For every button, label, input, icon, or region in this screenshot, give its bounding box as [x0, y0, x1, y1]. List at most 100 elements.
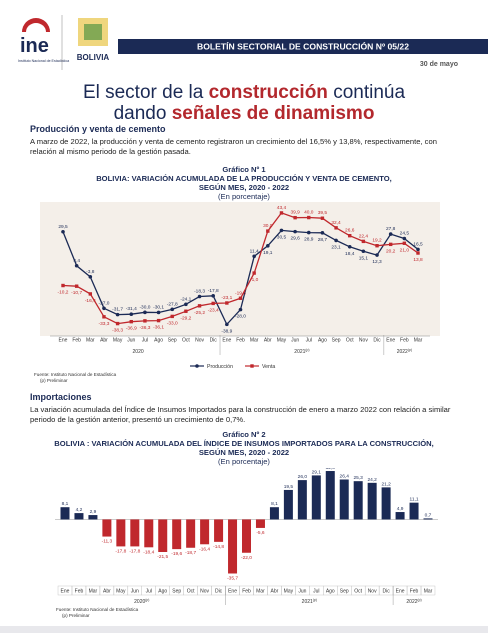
bar: [88, 515, 98, 520]
value-label: 21,2: [381, 481, 391, 487]
chart: 29,5 4,4 -3,8 -27,0-31,7 -31,4 -30,0 -30,1-27,…: [40, 202, 440, 370]
point: [74, 284, 79, 288]
point: [306, 230, 311, 235]
value-label: -22,0: [241, 555, 252, 561]
value-label: 25,3: [354, 475, 364, 481]
chart: 8,14,2 2,9-11,3-17,8 -17,8 -18,4-21,5-19,6-…: [55, 468, 438, 605]
year: 2021: [302, 599, 313, 605]
value-label: 32,0: [326, 468, 336, 471]
value-label: -30,1: [153, 304, 164, 310]
paragraph: A marzo de 2022, la producción y venta d…: [30, 137, 437, 156]
x-tick-label: Abr: [264, 338, 272, 344]
point: [184, 309, 188, 313]
value-label: -30,0: [139, 304, 150, 310]
value-label: -3,8: [86, 269, 95, 275]
year-note: (p): [418, 598, 422, 602]
x-tick-label: Ene: [228, 589, 237, 595]
x-tick-label: Oct: [187, 589, 195, 595]
chart-heading: Gráfico Nº 2 BOLIVIA : VARIACIÓN ACUMULA…: [0, 430, 488, 466]
value-label: 19,1: [263, 250, 273, 256]
x-tick-label: Sep: [340, 589, 349, 595]
year-label: 2021(p): [302, 598, 317, 605]
point: [74, 263, 79, 268]
x-tick-label: May: [277, 338, 287, 344]
x-tick-label: Jun: [291, 338, 299, 344]
point: [388, 242, 393, 247]
category-cell: [420, 585, 436, 596]
point: [197, 294, 202, 299]
point: [184, 302, 188, 307]
x-tick-label: Ene: [386, 338, 395, 344]
bar: [228, 519, 238, 574]
date: 30 de mayo: [420, 61, 458, 68]
x-tick-label: Feb: [400, 338, 409, 344]
value-label: -17,8: [129, 548, 140, 554]
title-part: continúa: [327, 82, 406, 103]
point: [102, 306, 106, 311]
point: [361, 239, 366, 244]
value-label: -36,1: [153, 325, 164, 331]
legend-label: Venta: [262, 364, 275, 370]
value-label: -1,0: [250, 277, 259, 283]
point: [279, 211, 284, 215]
value-label: 26,4: [340, 474, 350, 480]
bar: [186, 519, 196, 548]
year-note: (p): [313, 598, 317, 602]
chart-subtitle: (En porcentaje): [218, 192, 270, 201]
x-tick-label: Sep: [168, 338, 177, 344]
x-tick-label: Feb: [236, 338, 245, 344]
value-label: 40,0: [304, 210, 314, 216]
point: [252, 254, 256, 259]
value-label: -19,6: [171, 551, 182, 557]
value-label: -33,0: [167, 320, 178, 326]
bar: [395, 512, 405, 520]
value-label: 32,4: [331, 220, 341, 226]
value-label: -36,3: [139, 325, 150, 331]
plot-background: [40, 202, 440, 336]
x-tick-label: Jun: [131, 589, 139, 595]
value-label: -38,9: [221, 328, 232, 334]
value-label: -11,3: [102, 539, 113, 545]
point: [156, 318, 161, 323]
point: [170, 307, 175, 312]
banner: [118, 39, 488, 54]
value-label: -23,1: [221, 295, 232, 301]
chart-subtitle: (En porcentaje): [218, 457, 270, 466]
point: [197, 304, 202, 308]
chart-label: Gráfico Nº 2: [222, 430, 266, 439]
x-tick-label: May: [116, 589, 126, 595]
year-label: 2022(p): [406, 598, 421, 605]
value-label: 2,9: [90, 509, 97, 515]
bar: [311, 475, 321, 520]
x-tick-label: Mar: [86, 338, 95, 344]
value-label: 8,1: [62, 501, 69, 507]
x-tick-label: Oct: [354, 589, 362, 595]
chart-title: SEGÚN MES, 2020 - 2022: [198, 183, 290, 192]
bar: [367, 482, 377, 520]
point: [115, 312, 120, 317]
point: [238, 307, 243, 312]
x-tick-label: Oct: [346, 338, 354, 344]
value-label: 0,7: [425, 512, 432, 518]
value-label: -23,4: [208, 307, 219, 313]
x-tick-label: Feb: [242, 589, 251, 595]
title-highlight: construcción: [208, 82, 328, 103]
value-label: -16,4: [85, 298, 96, 304]
x-tick-label: Jun: [127, 338, 135, 344]
bar: [242, 519, 251, 553]
point: [252, 271, 256, 275]
title-line: dando señales de dinamismo: [0, 103, 488, 124]
bar: [339, 479, 349, 520]
year-label: 2021(p): [294, 348, 309, 355]
x-tick-label: Dic: [210, 338, 218, 344]
point: [320, 231, 325, 235]
point: [416, 247, 420, 252]
source: Fuente: Instituto Nacional de Estadístic…: [56, 607, 138, 619]
logo-text: ine: [20, 35, 49, 57]
value-label: -18,4: [143, 549, 154, 555]
point: [61, 283, 65, 288]
bar: [200, 519, 210, 545]
value-label: -10,2: [58, 290, 69, 296]
bar: [74, 513, 84, 520]
point: [334, 226, 338, 230]
